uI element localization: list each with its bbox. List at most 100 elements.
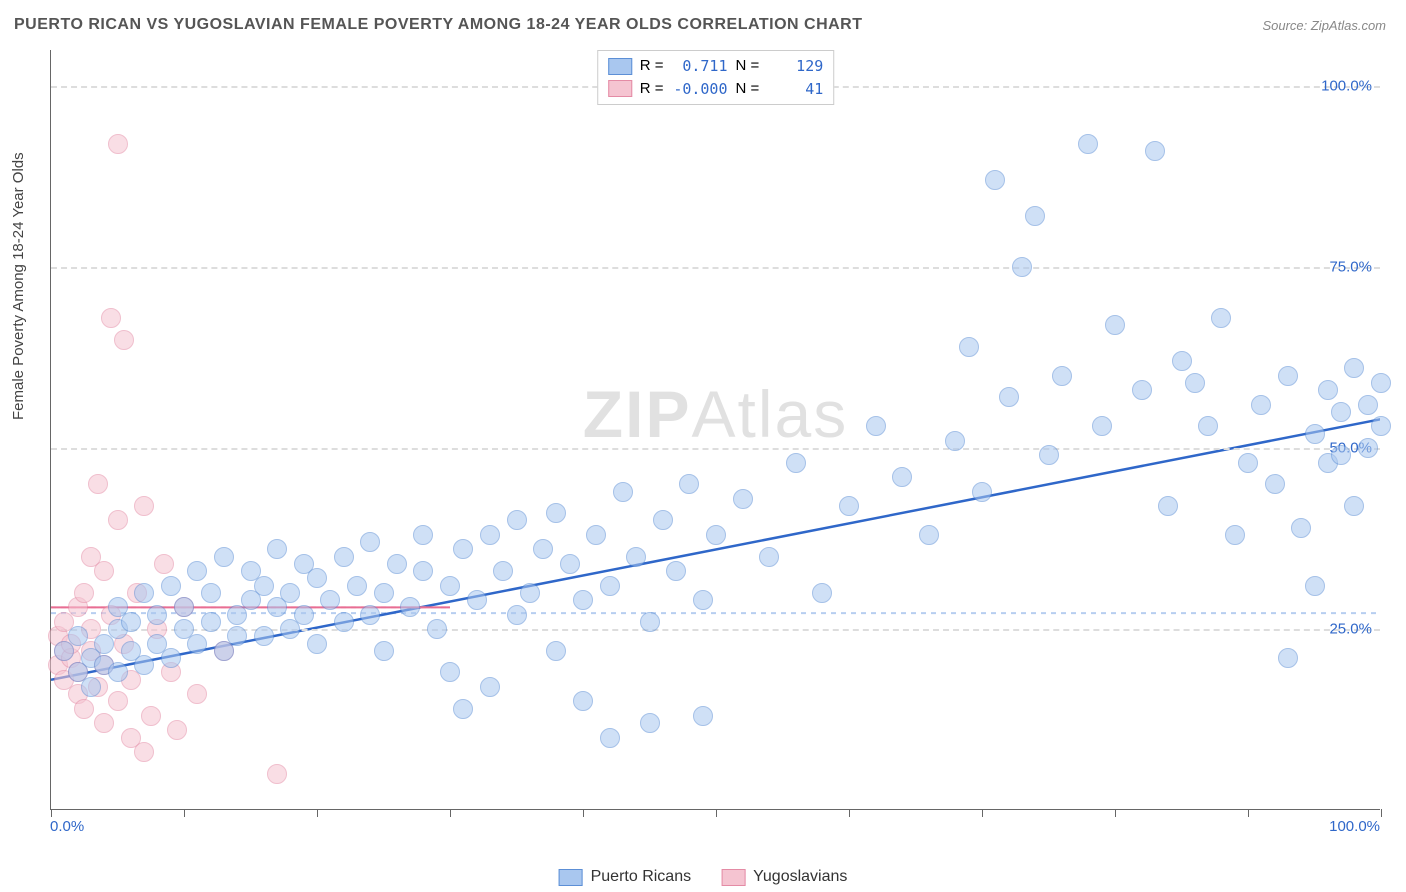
scatter-point xyxy=(413,525,433,545)
scatter-point xyxy=(147,605,167,625)
y-tick-label: 75.0% xyxy=(1329,259,1372,276)
scatter-point xyxy=(892,467,912,487)
scatter-point xyxy=(1251,395,1271,415)
scatter-point xyxy=(679,474,699,494)
scatter-point xyxy=(640,612,660,632)
scatter-point xyxy=(154,554,174,574)
scatter-point xyxy=(254,626,274,646)
scatter-point xyxy=(161,648,181,668)
legend-top: R = 0.711 N = 129 R = -0.000 N = 41 xyxy=(597,50,835,105)
scatter-point xyxy=(613,482,633,502)
scatter-point xyxy=(360,532,380,552)
scatter-point xyxy=(1052,366,1072,386)
scatter-point xyxy=(1305,424,1325,444)
legend-label-1: Puerto Ricans xyxy=(591,868,692,886)
n-value-1: 129 xyxy=(767,55,823,78)
scatter-point xyxy=(759,547,779,567)
y-tick-label: 25.0% xyxy=(1329,621,1372,638)
legend-label-2: Yugoslavians xyxy=(753,868,847,886)
scatter-point xyxy=(114,330,134,350)
scatter-point xyxy=(693,590,713,610)
scatter-point xyxy=(74,583,94,603)
scatter-point xyxy=(1371,373,1391,393)
scatter-point xyxy=(334,547,354,567)
scatter-point xyxy=(1371,416,1391,436)
scatter-point xyxy=(453,699,473,719)
scatter-point xyxy=(1344,496,1364,516)
scatter-point xyxy=(280,583,300,603)
scatter-point xyxy=(294,605,314,625)
scatter-point xyxy=(88,474,108,494)
scatter-point xyxy=(1278,366,1298,386)
scatter-point xyxy=(812,583,832,603)
scatter-point xyxy=(227,626,247,646)
scatter-point xyxy=(626,547,646,567)
scatter-point xyxy=(706,525,726,545)
scatter-point xyxy=(81,677,101,697)
scatter-point xyxy=(546,641,566,661)
scatter-point xyxy=(374,641,394,661)
scatter-point xyxy=(267,764,287,784)
scatter-point xyxy=(1198,416,1218,436)
scatter-point xyxy=(573,590,593,610)
x-axis-max-label: 100.0% xyxy=(1329,818,1380,835)
legend-top-row-1: R = 0.711 N = 129 xyxy=(608,55,824,78)
legend-bottom: Puerto Ricans Yugoslavians xyxy=(559,868,848,886)
x-tick xyxy=(716,809,717,817)
scatter-point xyxy=(693,706,713,726)
legend-swatch-2 xyxy=(721,869,745,886)
r-value-1: 0.711 xyxy=(672,55,728,78)
scatter-point xyxy=(1145,141,1165,161)
scatter-point xyxy=(467,590,487,610)
scatter-point xyxy=(1185,373,1205,393)
scatter-point xyxy=(507,510,527,530)
scatter-point xyxy=(101,308,121,328)
scatter-point xyxy=(919,525,939,545)
scatter-point xyxy=(1358,395,1378,415)
scatter-point xyxy=(254,576,274,596)
scatter-plot: ZIPAtlas R = 0.711 N = 129 R = -0.000 N … xyxy=(50,50,1380,810)
x-tick xyxy=(982,809,983,817)
scatter-point xyxy=(174,597,194,617)
scatter-point xyxy=(533,539,553,559)
scatter-point xyxy=(187,684,207,704)
scatter-point xyxy=(480,677,500,697)
scatter-point xyxy=(1012,257,1032,277)
scatter-point xyxy=(108,691,128,711)
scatter-point xyxy=(307,568,327,588)
scatter-point xyxy=(999,387,1019,407)
scatter-point xyxy=(334,612,354,632)
page-title: PUERTO RICAN VS YUGOSLAVIAN FEMALE POVER… xyxy=(14,16,863,34)
scatter-point xyxy=(1265,474,1285,494)
scatter-point xyxy=(839,496,859,516)
scatter-point xyxy=(1318,380,1338,400)
scatter-point xyxy=(972,482,992,502)
legend-top-row-2: R = -0.000 N = 41 xyxy=(608,78,824,101)
scatter-point xyxy=(387,554,407,574)
scatter-point xyxy=(1344,358,1364,378)
scatter-point xyxy=(267,539,287,559)
scatter-point xyxy=(1211,308,1231,328)
source-label: Source: ZipAtlas.com xyxy=(1262,18,1386,33)
n-value-2: 41 xyxy=(767,78,823,101)
scatter-point xyxy=(1305,576,1325,596)
scatter-point xyxy=(600,576,620,596)
scatter-point xyxy=(640,713,660,733)
scatter-point xyxy=(360,605,380,625)
scatter-point xyxy=(560,554,580,574)
watermark: ZIPAtlas xyxy=(583,376,848,452)
x-tick xyxy=(184,809,185,817)
scatter-point xyxy=(347,576,367,596)
scatter-point xyxy=(187,561,207,581)
scatter-point xyxy=(108,662,128,682)
x-tick xyxy=(849,809,850,817)
scatter-point xyxy=(1132,380,1152,400)
scatter-point xyxy=(134,583,154,603)
scatter-point xyxy=(1278,648,1298,668)
scatter-point xyxy=(121,612,141,632)
scatter-point xyxy=(134,742,154,762)
scatter-point xyxy=(1225,525,1245,545)
scatter-point xyxy=(945,431,965,451)
scatter-point xyxy=(167,720,187,740)
scatter-point xyxy=(493,561,513,581)
